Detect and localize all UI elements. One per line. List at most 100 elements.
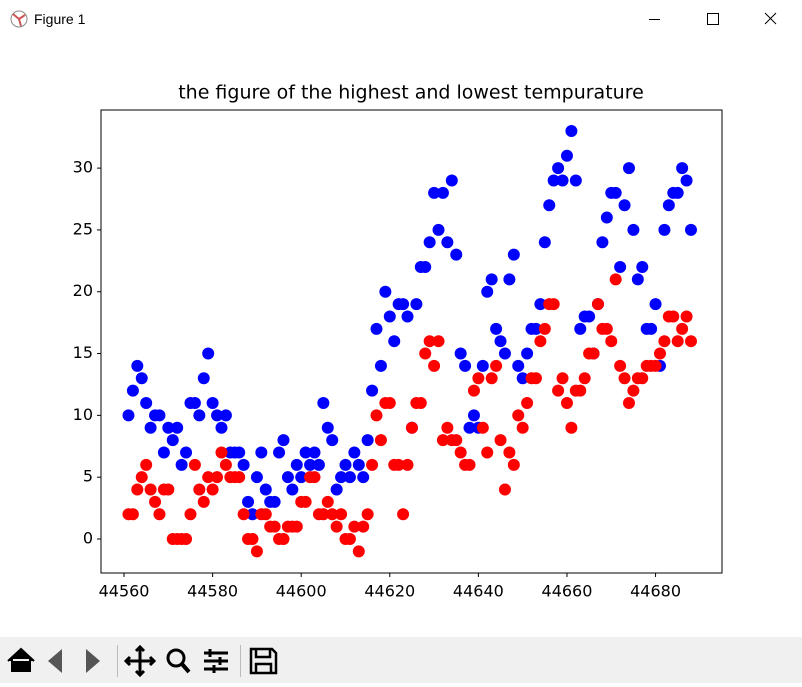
point <box>463 458 476 471</box>
point <box>140 458 153 471</box>
point <box>565 421 578 434</box>
point <box>574 322 587 335</box>
title-bar: Figure 1 <box>0 0 802 40</box>
forward-button[interactable] <box>86 649 100 673</box>
point <box>600 211 613 224</box>
point <box>370 409 383 422</box>
point <box>534 298 547 311</box>
x-tick-label: 44660 <box>542 582 593 601</box>
point <box>503 446 516 459</box>
point <box>233 446 246 459</box>
point <box>441 236 454 249</box>
y-tick-label: 20 <box>73 281 93 300</box>
point <box>552 384 565 397</box>
back-button[interactable] <box>48 649 62 673</box>
point <box>171 421 184 434</box>
point <box>583 310 596 323</box>
point <box>649 298 662 311</box>
x-tick-label: 44640 <box>453 582 504 601</box>
point <box>295 471 308 484</box>
point <box>622 397 635 410</box>
point <box>197 372 210 385</box>
window-title: Figure 1 <box>34 11 86 27</box>
point <box>215 446 228 459</box>
point <box>281 471 294 484</box>
point <box>175 458 188 471</box>
point <box>379 285 392 298</box>
close-button[interactable] <box>764 12 777 25</box>
point <box>259 508 272 521</box>
point <box>490 359 503 372</box>
configure-button[interactable] <box>204 649 228 673</box>
point <box>596 236 609 249</box>
point <box>529 372 542 385</box>
point <box>299 495 312 508</box>
point <box>149 495 162 508</box>
point <box>552 162 565 175</box>
point <box>481 285 494 298</box>
maximize-button[interactable] <box>707 13 719 25</box>
point <box>317 508 330 521</box>
point <box>622 162 635 175</box>
point <box>658 223 671 236</box>
point <box>667 310 680 323</box>
point <box>250 545 263 558</box>
point <box>472 372 485 385</box>
point <box>312 458 325 471</box>
point <box>366 458 379 471</box>
plot-frame <box>100 109 723 574</box>
point <box>374 359 387 372</box>
point <box>494 335 507 348</box>
point <box>419 261 432 274</box>
point <box>237 508 250 521</box>
point <box>476 359 489 372</box>
point <box>206 397 219 410</box>
point <box>485 372 498 385</box>
point <box>547 174 560 187</box>
toolbar <box>0 637 802 683</box>
point <box>534 335 547 348</box>
point <box>605 335 618 348</box>
point <box>547 298 560 311</box>
chart: the figure of the highest and lowest tem… <box>73 82 723 601</box>
point <box>662 199 675 212</box>
point <box>609 273 622 286</box>
point <box>211 409 224 422</box>
point <box>401 310 414 323</box>
point <box>126 508 139 521</box>
point <box>153 409 166 422</box>
point <box>671 335 684 348</box>
chart-title: the figure of the highest and lowest tem… <box>178 82 644 104</box>
point <box>454 347 467 360</box>
zoom-button[interactable] <box>166 648 191 674</box>
point <box>135 471 148 484</box>
point <box>428 359 441 372</box>
point <box>286 483 299 496</box>
pan-button[interactable] <box>123 644 157 678</box>
point <box>357 520 370 533</box>
point <box>436 434 449 447</box>
point <box>131 359 144 372</box>
point <box>671 186 684 199</box>
point <box>397 508 410 521</box>
point <box>609 186 622 199</box>
point <box>405 421 418 434</box>
point <box>591 298 604 311</box>
point <box>507 458 520 471</box>
point <box>330 483 343 496</box>
point <box>676 162 689 175</box>
point <box>352 458 365 471</box>
home-button[interactable] <box>7 647 35 672</box>
point <box>432 223 445 236</box>
point <box>246 508 259 521</box>
point <box>268 495 281 508</box>
point <box>631 273 644 286</box>
point <box>392 458 405 471</box>
save-button[interactable] <box>249 647 278 675</box>
point <box>560 149 573 162</box>
point <box>684 223 697 236</box>
point <box>335 508 348 521</box>
point <box>144 483 157 496</box>
point <box>614 359 627 372</box>
point <box>250 471 263 484</box>
